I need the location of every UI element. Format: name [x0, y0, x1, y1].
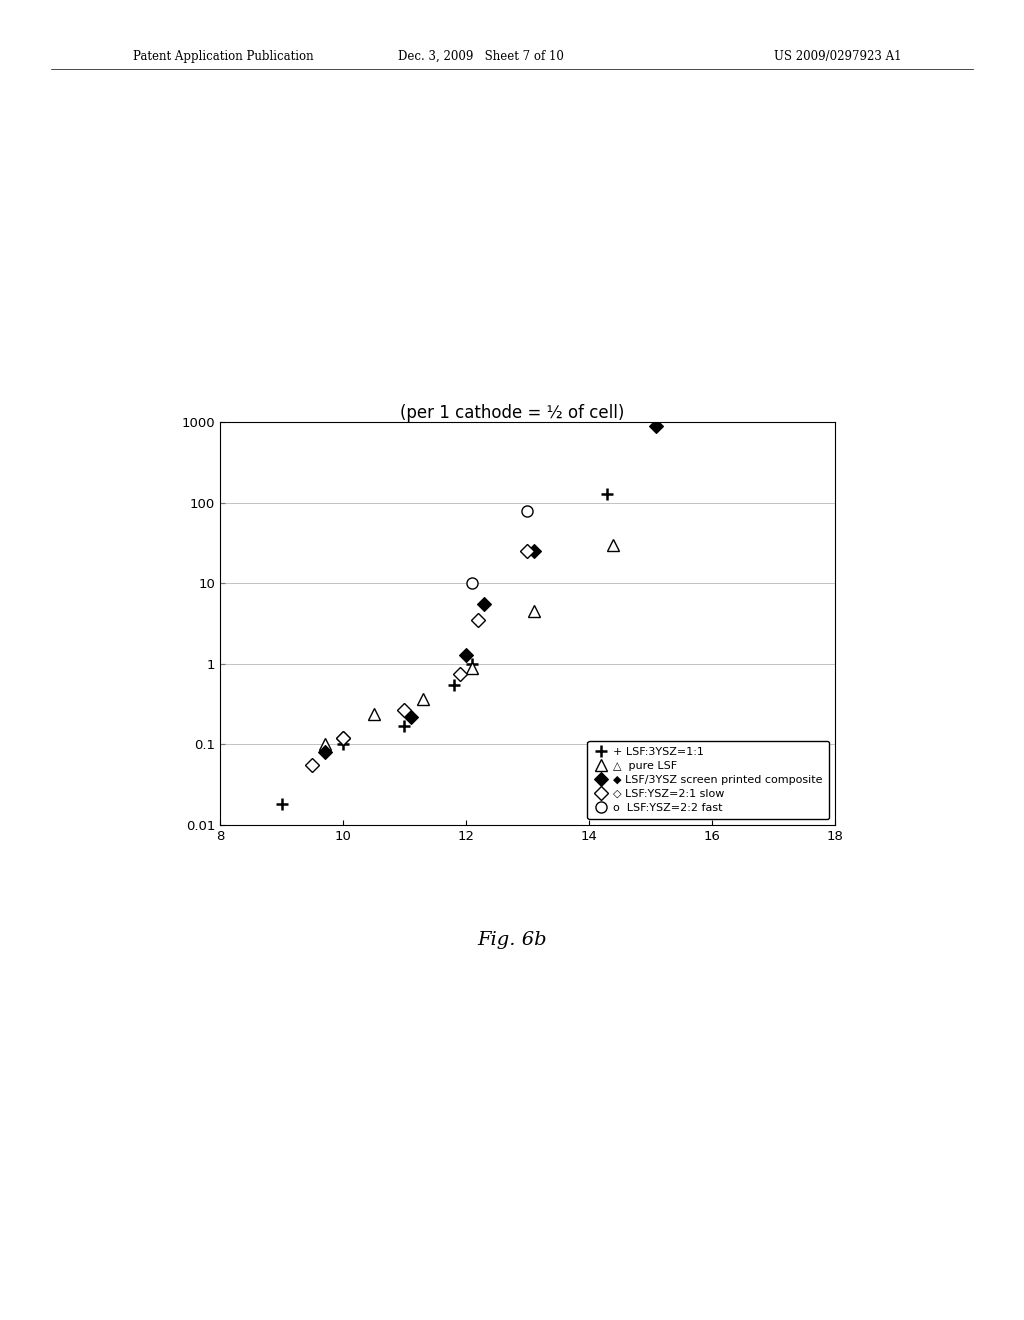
Text: US 2009/0297923 A1: US 2009/0297923 A1 — [773, 50, 901, 63]
Text: Dec. 3, 2009   Sheet 7 of 10: Dec. 3, 2009 Sheet 7 of 10 — [398, 50, 564, 63]
Legend: + LSF:3YSZ=1:1, △  pure LSF, ◆ LSF/3YSZ screen printed composite, ◇ LSF:YSZ=2:1 : + LSF:3YSZ=1:1, △ pure LSF, ◆ LSF/3YSZ s… — [588, 741, 829, 820]
Text: (per 1 cathode = ½ of cell): (per 1 cathode = ½ of cell) — [399, 404, 625, 422]
Text: Patent Application Publication: Patent Application Publication — [133, 50, 313, 63]
Text: Fig. 6b: Fig. 6b — [477, 931, 547, 949]
